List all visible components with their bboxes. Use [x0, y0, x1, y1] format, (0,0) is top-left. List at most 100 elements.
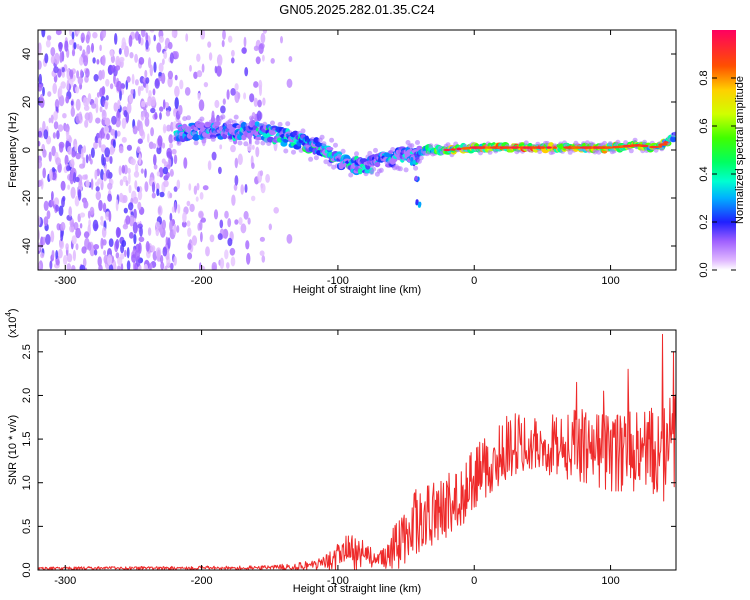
ridge-halo	[237, 140, 243, 146]
noise-speckle	[99, 87, 105, 98]
noise-speckle	[95, 186, 100, 192]
noise-speckle	[126, 102, 132, 114]
noise-speckle	[169, 142, 174, 149]
noise-speckle	[85, 154, 89, 164]
noise-speckle	[136, 186, 140, 193]
noise-speckle	[163, 126, 168, 132]
noise-speckle	[214, 65, 218, 74]
noise-speckle	[132, 125, 138, 135]
noise-speckle	[188, 183, 192, 191]
noise-speckle	[174, 74, 178, 81]
snr-xtick-label: 100	[601, 575, 619, 587]
ridge-halo	[243, 141, 249, 147]
noise-speckle	[51, 145, 56, 157]
noise-speckle	[44, 53, 49, 64]
noise-speckle	[138, 33, 141, 45]
noise-speckle	[83, 231, 90, 239]
noise-speckle	[214, 99, 220, 109]
snr-series-line	[38, 333, 676, 570]
ridge-core	[641, 144, 649, 148]
noise-speckle	[101, 30, 107, 39]
noise-speckle	[55, 157, 61, 166]
noise-speckle	[98, 264, 103, 270]
ridge-branch-blob	[410, 157, 414, 162]
noise-speckle	[259, 250, 265, 256]
noise-speckle	[201, 63, 205, 73]
spectrogram-xtick-label: 0	[471, 275, 477, 287]
noise-speckle	[253, 45, 259, 52]
noise-speckle	[196, 53, 201, 62]
ridge-core	[450, 148, 456, 151]
noise-speckle	[144, 168, 147, 178]
ridge-halo	[628, 148, 634, 154]
snr-ytick-label: 1.0	[21, 475, 33, 490]
noise-speckle	[162, 58, 165, 65]
noise-speckle	[101, 69, 105, 80]
noise-speckle	[144, 117, 150, 127]
noise-speckle	[161, 219, 166, 230]
noise-speckle	[208, 52, 213, 61]
noise-speckle	[124, 249, 127, 257]
ridge-blob	[374, 161, 381, 168]
noise-speckle	[70, 186, 76, 199]
noise-speckle	[122, 195, 128, 203]
spectrogram-ytick-label: -40	[21, 238, 33, 254]
noise-speckle	[60, 231, 64, 242]
noise-speckle	[70, 100, 74, 106]
noise-speckle	[108, 146, 115, 155]
noise-speckle	[56, 130, 60, 140]
noise-speckle	[145, 32, 149, 42]
noise-speckle	[262, 30, 268, 34]
noise-speckle	[58, 42, 63, 50]
noise-speckle	[38, 73, 42, 86]
noise-speckle	[133, 233, 137, 245]
noise-speckle	[58, 248, 63, 259]
noise-speckle	[243, 210, 249, 220]
noise-speckle	[86, 44, 91, 55]
noise-speckle	[58, 205, 64, 217]
noise-speckle	[145, 77, 150, 84]
spectrogram-ytick-label: -20	[21, 190, 33, 206]
noise-speckle	[57, 124, 64, 132]
noise-speckle	[154, 78, 160, 89]
noise-speckle	[64, 124, 70, 133]
noise-speckle	[78, 56, 84, 66]
noise-speckle	[119, 179, 124, 187]
noise-speckle	[75, 243, 79, 251]
noise-speckle	[167, 70, 173, 80]
noise-speckle	[144, 111, 150, 120]
noise-speckle	[193, 71, 198, 80]
noise-speckle	[98, 70, 103, 81]
noise-speckle	[195, 196, 199, 202]
noise-speckle	[59, 143, 64, 153]
noise-speckle	[55, 30, 62, 36]
noise-speckle	[55, 204, 60, 212]
noise-speckle	[78, 111, 83, 122]
noise-speckle	[77, 189, 82, 201]
spectrogram-ylabel: Frequency (Hz)	[7, 112, 19, 188]
noise-speckle	[260, 32, 266, 44]
noise-speckle	[50, 55, 56, 64]
snr-scale-factor-close: )	[7, 308, 19, 312]
noise-speckle	[48, 117, 52, 124]
noise-speckle	[226, 262, 230, 269]
noise-speckle	[200, 231, 203, 243]
noise-speckle	[145, 83, 149, 94]
noise-speckle	[45, 234, 51, 245]
noise-speckle	[176, 179, 181, 190]
noise-speckle	[224, 249, 229, 260]
ridge-branch-blob	[414, 175, 418, 181]
snr-panel: -300 -200 -100 0 100 0.0 0.5 1.0 1.5 2.0 2.5 Heigh…	[4, 308, 677, 595]
ridge-blob	[670, 135, 676, 143]
noise-speckle	[70, 107, 76, 117]
noise-speckle	[213, 209, 219, 220]
noise-speckle	[156, 249, 161, 261]
ridge-halo	[418, 155, 424, 161]
noise-speckle	[38, 83, 43, 92]
spectrogram-ytick-label: 20	[21, 96, 33, 108]
noise-speckle	[137, 85, 141, 97]
noise-speckle	[42, 149, 47, 158]
ridge-halo	[596, 149, 602, 155]
colorbar-gradient	[712, 30, 736, 270]
